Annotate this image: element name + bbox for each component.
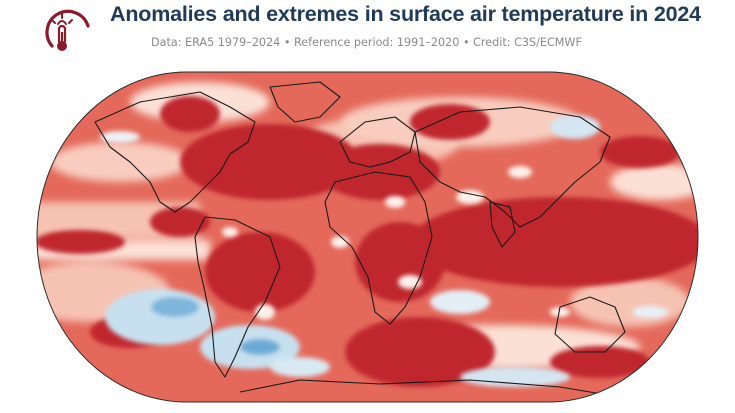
temperature-anomaly-map <box>36 71 699 403</box>
strong-warm-regions <box>37 96 698 387</box>
map-frame <box>36 71 699 403</box>
page-subtitle: Data: ERA5 1979–2024 • Reference period:… <box>151 36 582 49</box>
coastlines <box>94 81 626 398</box>
cool-regions <box>100 115 668 387</box>
page-title: Anomalies and extremes in surface air te… <box>110 2 701 26</box>
thermometer-sun-icon <box>45 9 90 51</box>
